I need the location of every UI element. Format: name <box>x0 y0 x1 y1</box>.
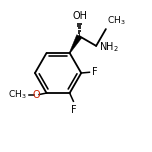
Text: CH$_3$: CH$_3$ <box>107 15 126 27</box>
Text: OH: OH <box>73 11 88 21</box>
Text: O: O <box>33 90 40 100</box>
Text: NH$_2$: NH$_2$ <box>99 40 119 54</box>
Text: CH$_3$: CH$_3$ <box>8 88 27 101</box>
Text: F: F <box>71 105 76 115</box>
Text: F: F <box>92 67 98 77</box>
Polygon shape <box>69 35 82 53</box>
